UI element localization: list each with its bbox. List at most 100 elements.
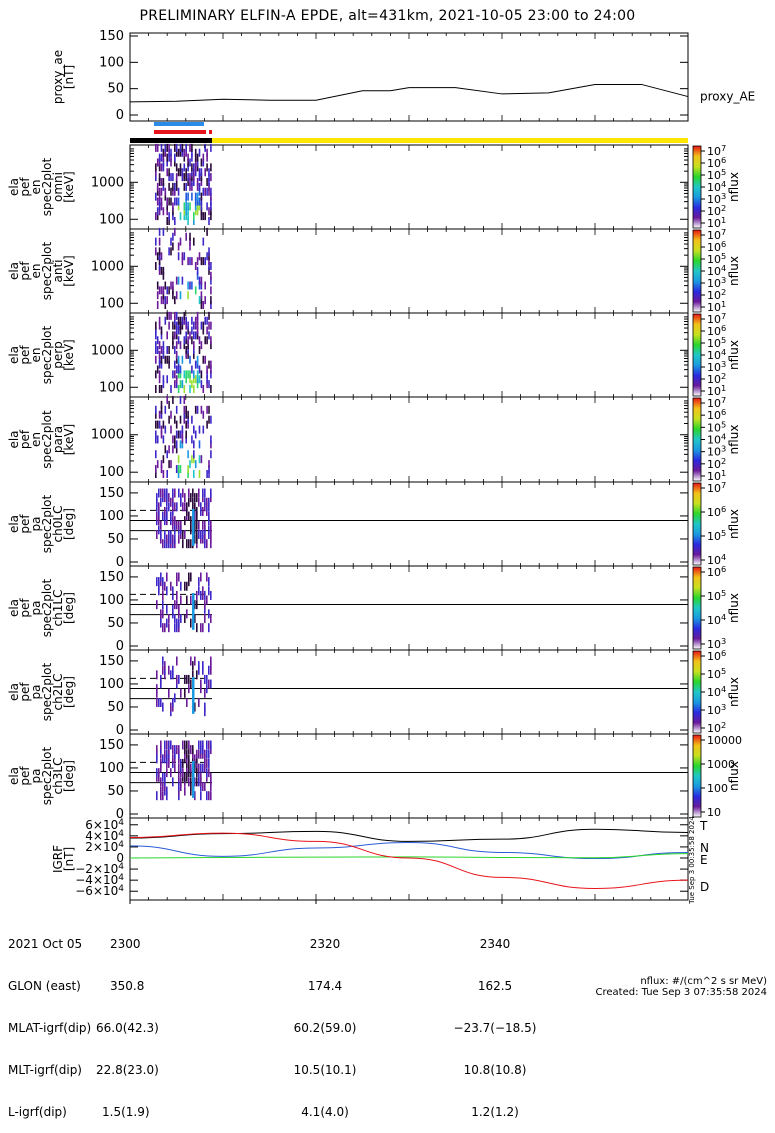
y-tick-label: 1000	[91, 259, 124, 274]
spectrogram-pixel	[183, 395, 186, 404]
y-tick-label: 50	[107, 700, 124, 715]
spectrogram-pixel	[183, 182, 186, 191]
spectrogram-pixel	[196, 360, 199, 369]
spectrogram-pixel	[185, 336, 187, 345]
spectrogram-pixel	[179, 415, 182, 424]
spectrogram-pixel	[208, 321, 210, 330]
spectrogram-pixel	[210, 385, 212, 393]
spectrogram-pixel	[158, 257, 161, 266]
spectrogram-pixel	[180, 781, 182, 791]
spectrogram-pixel	[174, 321, 176, 330]
spectrogram-pixel	[177, 326, 180, 335]
spectrogram-pixel	[206, 768, 208, 778]
spectrogram-pixel	[155, 212, 157, 221]
spectrogram-pixel	[192, 745, 194, 755]
spectrogram-pixel	[176, 590, 178, 600]
y-tick-label: −4×104	[75, 873, 124, 887]
spectrogram-pixel	[162, 178, 165, 186]
spectrogram-pixel	[164, 301, 167, 309]
spectrogram-pixel	[187, 163, 189, 172]
spectrogram-pixel	[185, 207, 187, 216]
status-bar-blue	[154, 122, 204, 126]
spectrogram-pixel	[174, 488, 176, 498]
spectrogram-pixel	[166, 534, 168, 544]
spectrogram-pixel	[185, 212, 187, 221]
spectrogram-pixel	[156, 365, 159, 374]
footer-value: 60.2(59.0)	[293, 1021, 357, 1035]
spectrogram-pixel	[194, 197, 197, 206]
spectrogram-pixel	[189, 257, 191, 266]
spectrogram-pixel	[192, 497, 194, 507]
spectrogram-pixel	[158, 772, 160, 782]
y-axis-label: para	[51, 426, 65, 453]
spectrogram-pixel	[158, 488, 160, 498]
spectrogram-pixel	[188, 745, 190, 755]
spectrogram-pixel	[192, 488, 194, 498]
spectrogram-pixel	[166, 202, 168, 211]
series-label-proxy-ae: proxy_AE	[700, 89, 755, 103]
spectrogram-pixel	[172, 242, 174, 251]
footer-value: 2320	[309, 937, 341, 951]
spectrogram-pixel	[168, 168, 170, 177]
spectrogram-pixel	[198, 470, 201, 478]
spectrogram-pixel	[184, 529, 186, 539]
spectrogram-pixel	[160, 405, 163, 414]
spectrogram-pixel	[210, 661, 212, 671]
spectrogram-pixel	[210, 534, 212, 544]
spectrogram-pixel	[206, 772, 208, 782]
spectrogram-pixel	[172, 202, 174, 211]
spectrogram-pixel	[160, 488, 162, 498]
spectrogram-pixel	[206, 420, 208, 429]
spectrogram-pixel	[158, 252, 161, 261]
spectrogram-pixel	[177, 430, 180, 439]
spectrogram-pixel	[194, 158, 197, 167]
spectrogram-pixel	[190, 777, 192, 787]
spectrogram-pixel	[198, 497, 200, 507]
y-tick-label: 2×104	[85, 840, 124, 854]
spectrogram-pixel	[204, 763, 206, 773]
status-bar-red	[154, 130, 206, 134]
spectrogram-pixel	[155, 405, 157, 414]
spectrogram-pixel	[204, 707, 206, 717]
spectrogram-pixel	[156, 252, 159, 261]
spectrogram-pixel	[166, 450, 168, 459]
spectrogram-pixel	[156, 435, 159, 444]
spectrogram-pixel	[186, 749, 188, 759]
spectrogram-pixel	[177, 252, 180, 261]
spectrogram-pixel	[206, 187, 208, 196]
spectrogram-pixel	[160, 425, 163, 434]
spectrogram-pixel	[200, 370, 203, 379]
spectrogram-pixel	[190, 745, 192, 755]
spectrogram-pixel	[204, 525, 206, 535]
spectrogram-pixel	[177, 276, 180, 285]
spectrogram-pixel	[206, 497, 208, 507]
spectrogram-pixel	[210, 271, 212, 280]
spectrogram-pixel	[193, 163, 195, 172]
spectrogram-pixel	[158, 370, 161, 379]
spectrogram-pixel	[170, 385, 172, 393]
spectrogram-pixel	[189, 173, 191, 182]
spectrogram-pixel	[202, 506, 204, 516]
spectrogram-pixel	[208, 740, 210, 750]
spectrogram-pixel	[200, 405, 203, 414]
spectrogram-pixel	[166, 740, 168, 750]
spectrogram-pixel	[204, 520, 206, 530]
panel-ch2LC	[129, 649, 689, 735]
spectrogram-pixel	[198, 763, 200, 773]
spectrogram-pixel	[208, 182, 210, 191]
spectrogram-pixel	[164, 772, 166, 782]
colorbar-tick-label: 105	[707, 528, 726, 543]
spectrogram-pixel	[210, 679, 212, 689]
spectrogram-pixel	[204, 257, 206, 266]
y-tick-label: 50	[107, 616, 124, 631]
spectrogram-pixel	[208, 749, 210, 759]
spectrogram-pixel	[206, 153, 208, 162]
spectrogram-pixel	[200, 291, 203, 300]
spectrogram-pixel	[200, 534, 202, 544]
spectrogram-pixel	[160, 497, 162, 507]
spectrogram-pixel	[210, 173, 212, 182]
spectrogram-pixel	[206, 178, 208, 186]
spectrogram-pixel	[170, 148, 172, 157]
spectrogram-pixel	[174, 158, 176, 167]
spectrogram-pixel	[158, 420, 161, 429]
